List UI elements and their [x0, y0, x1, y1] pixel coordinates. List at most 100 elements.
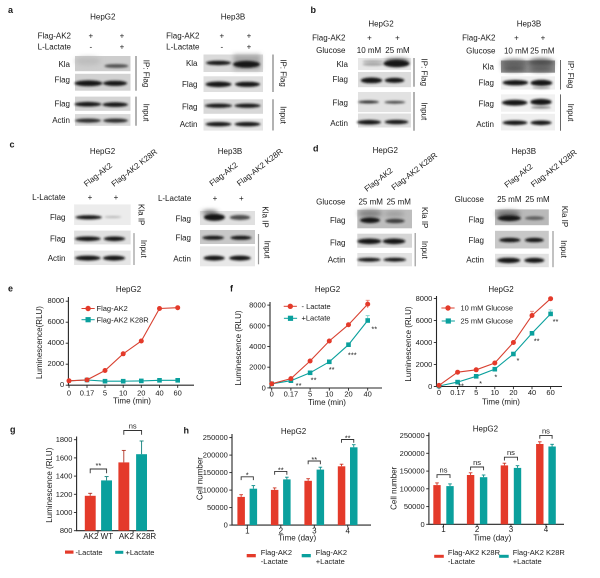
svg-text:1000: 1000 [56, 508, 73, 517]
svg-text:IP: Flag: IP: Flag [420, 59, 429, 87]
svg-text:Glucose: Glucose [466, 46, 496, 55]
svg-text:1200: 1200 [56, 490, 73, 499]
svg-text:0: 0 [262, 383, 266, 392]
svg-text:Flag: Flag [50, 235, 66, 244]
svg-text:Flag-AK2: Flag-AK2 [462, 34, 496, 43]
svg-text:Actin: Actin [173, 255, 191, 264]
svg-text:2000: 2000 [416, 360, 433, 369]
svg-text:40: 40 [364, 390, 372, 399]
svg-text:+: + [114, 193, 119, 202]
svg-text:**: ** [345, 433, 351, 442]
svg-text:40: 40 [528, 388, 536, 397]
svg-text:20: 20 [509, 388, 517, 397]
svg-text:HepG2: HepG2 [368, 20, 394, 29]
svg-text:Flag: Flag [54, 100, 70, 109]
svg-text:250000: 250000 [203, 433, 228, 442]
svg-text:1: 1 [441, 525, 446, 534]
svg-text:+Lactate: +Lactate [302, 314, 331, 323]
svg-text:Actin: Actin [180, 120, 198, 129]
svg-text:Flag: Flag [175, 233, 191, 242]
svg-text:8000: 8000 [48, 296, 65, 305]
svg-text:Kla: Kla [58, 60, 70, 69]
svg-text:Input: Input [420, 241, 429, 260]
svg-text:0: 0 [437, 388, 441, 397]
svg-text:Time (day): Time (day) [278, 534, 316, 543]
svg-text:+: + [247, 43, 252, 52]
svg-text:Input: Input [559, 240, 568, 259]
svg-text:-: - [89, 43, 92, 52]
svg-text:Kla IP: Kla IP [420, 207, 429, 228]
svg-text:+: + [120, 31, 125, 40]
svg-text:Kla IP: Kla IP [560, 206, 569, 227]
svg-text:Input: Input [263, 241, 272, 260]
svg-text:+Lactate: +Lactate [316, 557, 345, 566]
svg-text:**: ** [95, 461, 101, 470]
svg-text:- Lactate: - Lactate [302, 302, 331, 311]
svg-text:+: + [88, 31, 93, 40]
svg-text:+: + [514, 34, 519, 43]
svg-text:Flag-AK2: Flag-AK2 [38, 31, 72, 40]
svg-text:10 mM: 10 mM [504, 46, 529, 55]
svg-text:L-Lactate: L-Lactate [158, 194, 192, 203]
svg-text:0: 0 [224, 521, 228, 530]
svg-text:1600: 1600 [56, 453, 73, 462]
svg-text:-Lactate: -Lactate [448, 557, 475, 566]
svg-text:*: * [479, 379, 482, 388]
svg-text:Flag: Flag [175, 215, 191, 224]
svg-text:Flag-AK2 K28R: Flag-AK2 K28R [97, 315, 150, 324]
svg-text:8000: 8000 [416, 294, 433, 303]
svg-text:2000: 2000 [48, 359, 65, 368]
svg-text:6000: 6000 [249, 321, 266, 330]
svg-text:Actin: Actin [52, 116, 70, 125]
svg-text:h: h [184, 426, 190, 436]
svg-text:Glucose: Glucose [316, 198, 346, 207]
svg-text:ns: ns [473, 458, 481, 467]
svg-text:Flag: Flag [50, 213, 66, 222]
svg-text:ns: ns [507, 448, 515, 457]
svg-text:Flag-AK2 K28R: Flag-AK2 K28R [235, 147, 285, 188]
svg-text:Input: Input [566, 104, 575, 123]
svg-text:HepG2: HepG2 [90, 12, 116, 21]
svg-text:+: + [213, 194, 218, 203]
svg-text:Hep3B: Hep3B [512, 147, 536, 156]
svg-text:Hep3B: Hep3B [221, 12, 245, 21]
svg-text:L-Lactate: L-Lactate [32, 193, 66, 202]
svg-text:**: ** [534, 337, 540, 346]
svg-text:200000: 200000 [203, 451, 228, 460]
svg-text:Kla: Kla [336, 60, 348, 69]
svg-text:6000: 6000 [416, 316, 433, 325]
svg-text:AK2 K28R: AK2 K28R [119, 532, 157, 541]
svg-text:1400: 1400 [56, 472, 73, 481]
svg-text:+: + [120, 43, 125, 52]
svg-text:1: 1 [245, 527, 250, 536]
svg-text:Flag-AK2 K28R: Flag-AK2 K28R [448, 548, 501, 557]
svg-text:4: 4 [544, 525, 549, 534]
svg-text:**: ** [278, 465, 284, 474]
svg-text:Flag-AK2: Flag-AK2 [312, 33, 346, 42]
svg-text:0: 0 [421, 520, 425, 529]
svg-text:Flag-AK2 K28R: Flag-AK2 K28R [513, 548, 566, 557]
svg-text:60: 60 [546, 388, 554, 397]
svg-text:L-Lactate: L-Lactate [166, 43, 200, 52]
svg-text:**: ** [458, 381, 464, 390]
svg-text:4000: 4000 [249, 342, 266, 351]
svg-text:0.17: 0.17 [284, 390, 299, 399]
svg-text:Actin: Actin [330, 119, 348, 128]
svg-text:4000: 4000 [416, 338, 433, 347]
svg-text:Actin: Actin [48, 254, 66, 263]
svg-text:Flag-AK2: Flag-AK2 [261, 548, 292, 557]
svg-text:Luminescence (RLU): Luminescence (RLU) [404, 306, 413, 381]
svg-text:0.17: 0.17 [450, 388, 465, 397]
svg-text:Time (min): Time (min) [482, 398, 520, 407]
svg-text:Glucose: Glucose [455, 195, 485, 204]
svg-text:+: + [367, 33, 372, 42]
svg-text:ns: ns [542, 426, 550, 435]
svg-text:6000: 6000 [48, 317, 65, 326]
svg-text:+: + [247, 31, 252, 40]
svg-text:Hep3B: Hep3B [218, 147, 242, 156]
svg-text:2: 2 [279, 527, 284, 536]
svg-text:**: ** [296, 381, 302, 390]
svg-text:IP: Flag: IP: Flag [142, 60, 151, 88]
svg-text:0: 0 [428, 382, 432, 391]
svg-text:0: 0 [60, 380, 64, 389]
